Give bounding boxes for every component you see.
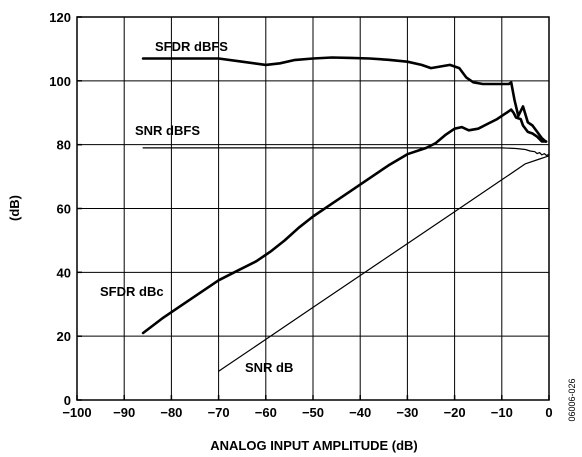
x-tick-label: −60 bbox=[255, 405, 277, 420]
y-tick-label: 60 bbox=[57, 202, 71, 217]
x-tick-label: −40 bbox=[349, 405, 371, 420]
y-tick-label: 80 bbox=[57, 138, 71, 153]
x-tick-label: −50 bbox=[302, 405, 324, 420]
series-line-sfdr-dbfs bbox=[141, 56, 548, 143]
x-tick-label: −70 bbox=[208, 405, 230, 420]
x-tick-label: −90 bbox=[113, 405, 135, 420]
tick-labels: −100 −90 −80 −70 −60 −50 −40 −30 −20 −10 002040608… bbox=[49, 10, 552, 420]
x-tick-label: −30 bbox=[396, 405, 418, 420]
figure-id: 06006-026 bbox=[567, 378, 577, 421]
x-tick-label: −100 bbox=[62, 405, 91, 420]
series-label-sfdr-dbc: SFDR dBc bbox=[100, 284, 164, 299]
y-tick-label: 0 bbox=[64, 393, 71, 408]
y-tick-label: 20 bbox=[57, 329, 71, 344]
x-tick-label: −20 bbox=[444, 405, 466, 420]
series-label-snr-db: SNR dB bbox=[245, 360, 293, 375]
series-line-sfdr-dbc bbox=[141, 108, 548, 335]
x-tick-label: −10 bbox=[491, 405, 513, 420]
series-label-snr-dbfs: SNR dBFS bbox=[135, 123, 200, 138]
series-label-sfdr-dbfs: SFDR dBFS bbox=[155, 39, 228, 54]
grid bbox=[77, 17, 549, 400]
y-axis-title: (dB) bbox=[7, 195, 22, 221]
x-tick-label: 0 bbox=[545, 405, 552, 420]
x-axis-title: ANALOG INPUT AMPLITUDE (dB) bbox=[210, 438, 418, 453]
series-lines bbox=[141, 56, 550, 372]
y-tick-label: 40 bbox=[57, 265, 71, 280]
series-line-snr-db bbox=[218, 155, 550, 372]
x-tick-label: −80 bbox=[160, 405, 182, 420]
series-line-snr-dbfs bbox=[142, 147, 550, 157]
y-tick-label: 100 bbox=[49, 74, 71, 89]
y-tick-label: 120 bbox=[49, 10, 71, 25]
